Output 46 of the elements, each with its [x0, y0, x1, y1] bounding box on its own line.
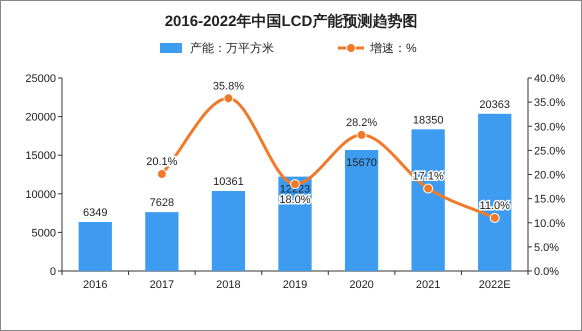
- x-tick-label: 2020: [349, 279, 374, 291]
- bar: [212, 191, 246, 271]
- bar: [344, 150, 378, 271]
- x-tick-label: 2017: [150, 279, 174, 291]
- legend-label: 增速：%: [369, 41, 417, 55]
- point: [223, 93, 234, 104]
- bar: [145, 212, 178, 271]
- y2-tick-label: 0.0%: [534, 266, 560, 278]
- y2-tick-label: 35.0%: [534, 97, 566, 110]
- bar: [412, 129, 445, 271]
- y-tick-label: 5000: [32, 227, 56, 240]
- data-label: 35.8%: [212, 80, 244, 92]
- point: [490, 212, 500, 223]
- x-tick-label: 2022E: [478, 279, 511, 291]
- data-label: 11.0%: [480, 200, 510, 212]
- bar: [78, 222, 112, 271]
- y2-tick-label: 30.0%: [534, 121, 566, 134]
- data-label: 18.0%: [279, 194, 311, 206]
- y2-tick-label: 20.0%: [534, 170, 566, 182]
- y-tick-label: 10000: [25, 188, 56, 201]
- y2-tick-label: 40.0%: [534, 73, 566, 85]
- x-tick-label: 2016: [83, 279, 108, 291]
- legend-label: 产能：万平方米: [190, 41, 274, 55]
- point: [156, 169, 167, 180]
- bar: [478, 114, 512, 271]
- y2-tick-label: 15.0%: [534, 194, 566, 206]
- y-tick-label: 20000: [25, 112, 56, 124]
- data-label: 10361: [213, 176, 244, 188]
- point: [423, 183, 434, 194]
- x-tick-label: 2019: [282, 279, 308, 291]
- x-tick-label: 2021: [416, 279, 440, 291]
- data-label: 7628: [150, 197, 174, 210]
- y-tick-label: 25000: [25, 73, 56, 85]
- x-tick-label: 2018: [216, 279, 241, 291]
- point: [356, 130, 367, 140]
- y-tick-label: 0: [50, 266, 56, 278]
- data-label: 6349: [83, 206, 108, 219]
- data-label: 28.2%: [346, 116, 378, 129]
- y2-tick-label: 10.0%: [534, 218, 566, 230]
- data-label: 20363: [479, 98, 510, 111]
- data-label: 18350: [412, 114, 444, 126]
- y2-tick-label: 25.0%: [534, 145, 566, 158]
- y2-tick-label: 5.0%: [534, 242, 560, 254]
- y-tick-label: 15000: [25, 150, 56, 162]
- data-label: 15670: [346, 157, 377, 170]
- chart-title: 2016-2022年中国LCD产能预测趋势图: [164, 13, 418, 30]
